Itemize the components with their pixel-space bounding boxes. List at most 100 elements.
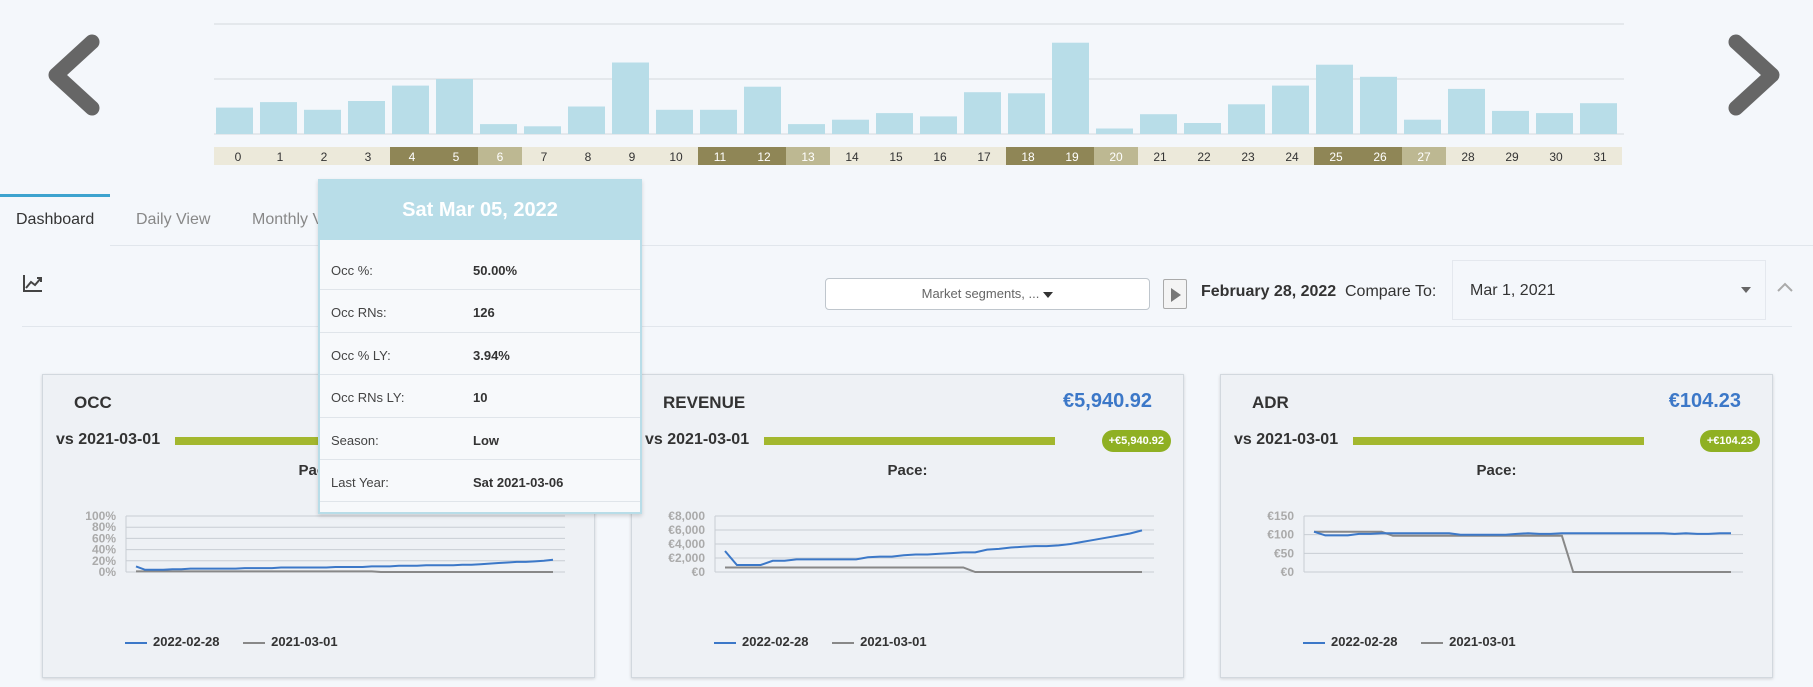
series-line-last-year (1314, 530, 1731, 573)
day-cell[interactable] (742, 147, 786, 165)
tab-daily-view[interactable]: Daily View (136, 211, 211, 228)
day-bar[interactable] (1404, 119, 1441, 134)
day-bar[interactable] (1052, 42, 1089, 135)
day-cell[interactable] (962, 147, 1006, 165)
tab-dashboard[interactable]: Dashboard (0, 194, 111, 246)
day-cell[interactable] (346, 147, 390, 165)
compare-to-label: Compare To: (1345, 283, 1437, 300)
compare-date-select[interactable]: Mar 1, 2021 (1452, 260, 1766, 320)
day-cell[interactable] (1226, 147, 1270, 165)
day-label: 7 (541, 150, 548, 164)
day-cell[interactable] (1006, 147, 1050, 165)
day-bar[interactable] (612, 62, 649, 135)
day-label: 8 (585, 150, 592, 164)
day-cell[interactable] (1578, 147, 1622, 165)
day-cell[interactable] (1094, 147, 1138, 165)
day-cell[interactable] (1358, 147, 1402, 165)
day-cell[interactable] (214, 147, 258, 165)
card-legend: 2022-02-28 2021-03-01 (125, 634, 358, 649)
y-tick-label: 100% (85, 509, 116, 523)
day-bar[interactable] (304, 109, 341, 134)
day-cell[interactable] (698, 147, 742, 165)
day-cell[interactable] (302, 147, 346, 165)
day-label: 15 (889, 150, 903, 164)
day-bar[interactable] (1096, 128, 1133, 135)
day-bar[interactable] (1272, 85, 1309, 134)
chevron-up-icon[interactable] (1775, 278, 1795, 298)
legend-swatch (243, 641, 266, 644)
day-bar[interactable] (1360, 76, 1397, 134)
day-bar[interactable] (436, 79, 473, 134)
trend-chart-icon[interactable] (22, 273, 44, 293)
day-cell[interactable] (1314, 147, 1358, 165)
legend-item-current[interactable]: 2022-02-28 (714, 634, 809, 649)
day-label: 10 (669, 150, 683, 164)
tooltip-value: 126 (473, 305, 495, 321)
day-label: 17 (977, 150, 991, 164)
day-cell[interactable] (566, 147, 610, 165)
adr-card: ADR €104.23 vs 2021-03-01 +€104.23 Pace:… (1220, 374, 1773, 678)
legend-item-last-year[interactable]: 2021-03-01 (1421, 634, 1516, 649)
tab-monthly-view[interactable]: Monthly V (252, 211, 324, 228)
next-month-arrow-icon[interactable] (1714, 30, 1794, 120)
day-cell[interactable] (1490, 147, 1534, 165)
day-cell[interactable] (258, 147, 302, 165)
day-bar[interactable] (1580, 103, 1617, 134)
day-bar[interactable] (216, 107, 253, 134)
day-bar[interactable] (920, 116, 957, 134)
day-cell[interactable] (390, 147, 434, 165)
day-label: 24 (1285, 150, 1299, 164)
day-cell[interactable] (654, 147, 698, 165)
day-bar[interactable] (480, 124, 517, 134)
legend-item-last-year[interactable]: 2021-03-01 (832, 634, 927, 649)
legend-item-current[interactable]: 2022-02-28 (1303, 634, 1398, 649)
legend-item-last-year[interactable]: 2021-03-01 (243, 634, 338, 649)
day-bar[interactable] (832, 119, 869, 134)
day-bar[interactable] (1008, 93, 1045, 134)
series-line-current (724, 529, 1143, 566)
day-bar[interactable] (1184, 123, 1221, 134)
day-bar[interactable] (656, 109, 693, 134)
day-cell[interactable] (522, 147, 566, 165)
day-bar[interactable] (1536, 113, 1573, 134)
day-bar[interactable] (1448, 88, 1485, 134)
day-bar[interactable] (524, 126, 561, 134)
day-cell[interactable] (478, 147, 522, 165)
day-cell[interactable] (918, 147, 962, 165)
day-cell[interactable] (874, 147, 918, 165)
day-bar[interactable] (876, 113, 913, 134)
legend-item-current[interactable]: 2022-02-28 (125, 634, 220, 649)
y-tick-label: €0 (692, 565, 706, 579)
day-cell[interactable] (786, 147, 830, 165)
day-cell[interactable] (1446, 147, 1490, 165)
day-cell[interactable] (1138, 147, 1182, 165)
day-cell[interactable] (830, 147, 874, 165)
day-bar[interactable] (700, 109, 737, 134)
filter-divider (22, 326, 1792, 327)
day-label: 2 (321, 150, 328, 164)
day-bar[interactable] (348, 101, 385, 134)
day-cell[interactable] (1402, 147, 1446, 165)
day-cell[interactable] (1534, 147, 1578, 165)
play-button[interactable] (1163, 279, 1187, 309)
day-bar[interactable] (964, 92, 1001, 134)
day-bar[interactable] (392, 85, 429, 134)
day-bar[interactable] (744, 86, 781, 134)
day-bar[interactable] (1316, 64, 1353, 134)
y-tick-label: 0% (99, 565, 117, 579)
day-cell[interactable] (610, 147, 654, 165)
series-line-last-year (725, 566, 1142, 573)
day-bar[interactable] (1492, 110, 1529, 134)
previous-month-arrow-icon[interactable] (34, 30, 114, 120)
day-bar[interactable] (1140, 114, 1177, 134)
day-bar[interactable] (788, 124, 825, 134)
day-bar[interactable] (1228, 104, 1265, 134)
market-segments-dropdown[interactable]: Market segments, ... (825, 278, 1150, 310)
day-cell[interactable] (1270, 147, 1314, 165)
day-bar[interactable] (568, 106, 605, 135)
day-cell[interactable] (434, 147, 478, 165)
day-bar[interactable] (260, 102, 297, 134)
series-line-last-year (136, 570, 553, 573)
day-cell[interactable] (1050, 147, 1094, 165)
day-cell[interactable] (1182, 147, 1226, 165)
